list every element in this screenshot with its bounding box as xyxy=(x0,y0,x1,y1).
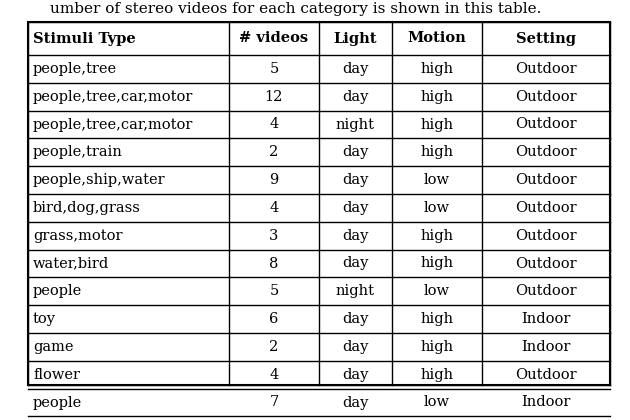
Text: high: high xyxy=(420,145,454,159)
Text: day: day xyxy=(342,368,369,382)
Text: high: high xyxy=(420,62,454,76)
Text: 3: 3 xyxy=(269,229,278,243)
Text: day: day xyxy=(342,173,369,187)
Text: 8: 8 xyxy=(269,257,278,270)
Text: day: day xyxy=(342,396,369,410)
Text: Outdoor: Outdoor xyxy=(515,90,577,104)
Text: people,ship,water: people,ship,water xyxy=(33,173,166,187)
Text: Indoor: Indoor xyxy=(521,312,571,326)
Text: night: night xyxy=(336,284,375,298)
Text: high: high xyxy=(420,118,454,131)
Text: 9: 9 xyxy=(269,173,278,187)
Text: Outdoor: Outdoor xyxy=(515,229,577,243)
Text: people,tree,car,motor: people,tree,car,motor xyxy=(33,90,193,104)
Text: day: day xyxy=(342,201,369,215)
Text: 12: 12 xyxy=(265,90,283,104)
Text: day: day xyxy=(342,62,369,76)
Text: high: high xyxy=(420,257,454,270)
Text: flower: flower xyxy=(33,368,80,382)
Text: bird,dog,grass: bird,dog,grass xyxy=(33,201,141,215)
Text: Light: Light xyxy=(334,32,377,45)
Text: grass,motor: grass,motor xyxy=(33,229,122,243)
Text: Stimuli Type: Stimuli Type xyxy=(33,32,135,45)
Text: high: high xyxy=(420,229,454,243)
Text: high: high xyxy=(420,340,454,354)
Text: 7: 7 xyxy=(269,396,278,410)
Text: day: day xyxy=(342,340,369,354)
Text: Outdoor: Outdoor xyxy=(515,257,577,270)
Text: high: high xyxy=(420,368,454,382)
Text: Indoor: Indoor xyxy=(521,340,571,354)
Text: Outdoor: Outdoor xyxy=(515,173,577,187)
Text: people: people xyxy=(33,396,83,410)
Text: # videos: # videos xyxy=(239,32,309,45)
Text: low: low xyxy=(424,173,450,187)
Text: 4: 4 xyxy=(269,201,278,215)
Text: Outdoor: Outdoor xyxy=(515,145,577,159)
Text: high: high xyxy=(420,90,454,104)
Text: Outdoor: Outdoor xyxy=(515,201,577,215)
Text: day: day xyxy=(342,312,369,326)
Text: 2: 2 xyxy=(269,145,278,159)
Text: 5: 5 xyxy=(269,284,278,298)
Text: day: day xyxy=(342,90,369,104)
Text: umber of stereo videos for each category is shown in this table.: umber of stereo videos for each category… xyxy=(50,2,541,16)
Text: Outdoor: Outdoor xyxy=(515,284,577,298)
Text: day: day xyxy=(342,145,369,159)
Text: high: high xyxy=(420,312,454,326)
Text: people: people xyxy=(33,284,83,298)
Text: water,bird: water,bird xyxy=(33,257,109,270)
Text: 4: 4 xyxy=(269,368,278,382)
Text: Setting: Setting xyxy=(516,32,576,45)
Text: people,tree: people,tree xyxy=(33,62,117,76)
Text: day: day xyxy=(342,229,369,243)
Text: low: low xyxy=(424,396,450,410)
Text: Outdoor: Outdoor xyxy=(515,368,577,382)
Text: 6: 6 xyxy=(269,312,278,326)
Text: night: night xyxy=(336,118,375,131)
Text: low: low xyxy=(424,284,450,298)
Text: game: game xyxy=(33,340,74,354)
Text: 2: 2 xyxy=(269,340,278,354)
Text: toy: toy xyxy=(33,312,56,326)
Text: Outdoor: Outdoor xyxy=(515,118,577,131)
Text: Outdoor: Outdoor xyxy=(515,62,577,76)
Text: Indoor: Indoor xyxy=(521,396,571,410)
Text: people,train: people,train xyxy=(33,145,123,159)
Text: people,tree,car,motor: people,tree,car,motor xyxy=(33,118,193,131)
Text: low: low xyxy=(424,201,450,215)
Text: day: day xyxy=(342,257,369,270)
Text: 4: 4 xyxy=(269,118,278,131)
Text: Motion: Motion xyxy=(408,32,466,45)
Text: 5: 5 xyxy=(269,62,278,76)
Bar xyxy=(28,22,610,385)
